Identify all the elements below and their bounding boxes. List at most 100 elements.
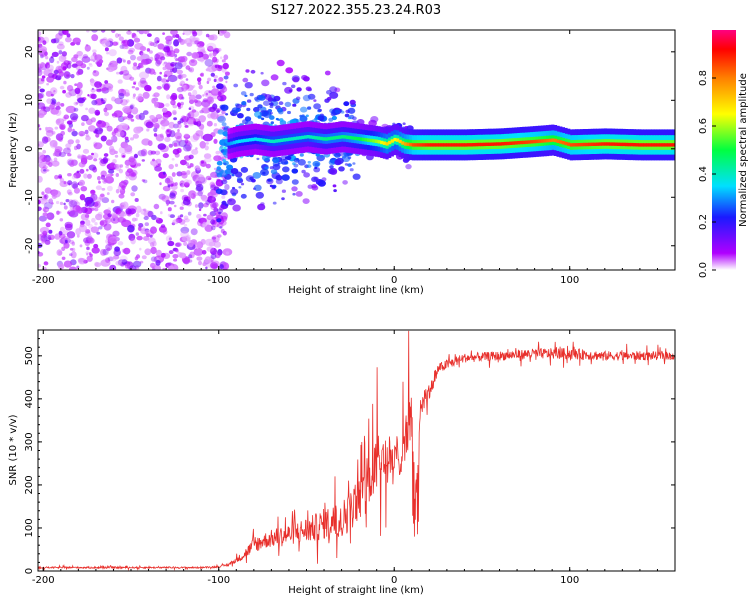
heatmap-transition-blob bbox=[347, 163, 352, 167]
heatmap-noise-blob bbox=[197, 45, 205, 53]
heatmap-noise-blob bbox=[118, 36, 124, 41]
heatmap-noise-blob bbox=[169, 200, 175, 205]
heatmap-noise-blob bbox=[207, 45, 214, 52]
heatmap-ridge-cell bbox=[614, 142, 618, 146]
heatmap-noise-blob bbox=[63, 114, 70, 120]
heatmap-noise-blob bbox=[195, 94, 202, 100]
heatmap-noise-blob bbox=[40, 54, 44, 59]
heatmap-noise-blob bbox=[43, 234, 52, 242]
heatmap-noise-blob bbox=[90, 88, 96, 93]
heatmap-noise-blob bbox=[78, 161, 86, 168]
heatmap-noise-blob bbox=[107, 185, 113, 192]
snr-y-tick-label: 500 bbox=[24, 346, 35, 365]
heatmap-noise-blob bbox=[154, 265, 161, 270]
heatmap-noise-blob bbox=[180, 230, 189, 238]
heatmap-noise-blob bbox=[52, 152, 57, 157]
heatmap-noise-blob bbox=[88, 125, 96, 132]
heatmap-noise-blob bbox=[62, 30, 69, 35]
heatmap-noise-blob bbox=[163, 46, 171, 53]
heatmap-noise-blob bbox=[163, 74, 168, 78]
heatmap-noise-blob bbox=[104, 111, 110, 117]
heatmap-noise-blob bbox=[157, 143, 166, 150]
colorbar-label: Normalized spectral amplitude bbox=[738, 73, 749, 227]
heatmap-ridge-cell bbox=[498, 142, 502, 146]
heatmap-noise-blob bbox=[40, 61, 45, 68]
heatmap-noise-blob bbox=[38, 93, 44, 100]
heatmap-noise-blob bbox=[122, 59, 126, 63]
heatmap-transition-blob bbox=[230, 188, 239, 195]
heatmap-transition-blob bbox=[333, 189, 337, 193]
heatmap-noise-blob bbox=[172, 148, 180, 155]
heatmap-noise-blob bbox=[46, 212, 55, 220]
heatmap-ridge-cell bbox=[280, 138, 284, 142]
heatmap-noise-blob bbox=[133, 153, 138, 159]
heatmap-noise-blob bbox=[168, 143, 173, 148]
heatmap-noise-blob bbox=[146, 128, 150, 132]
heatmap-transition-blob bbox=[340, 110, 345, 114]
heatmap-transition-blob bbox=[347, 116, 352, 120]
snr-y-tick-label: 0 bbox=[24, 568, 35, 574]
heatmap-noise-blob bbox=[168, 262, 172, 266]
heatmap-noise-blob bbox=[107, 207, 111, 211]
heatmap-ridge-cell bbox=[406, 142, 410, 146]
heatmap-noise-blob bbox=[42, 266, 47, 270]
heatmap-noise-blob bbox=[180, 188, 185, 193]
heatmap-noise-blob bbox=[148, 237, 156, 245]
heatmap-noise-blob bbox=[93, 70, 97, 73]
heatmap-transition-blob bbox=[258, 95, 266, 101]
heatmap-noise-blob bbox=[42, 212, 48, 216]
heatmap-transition-blob bbox=[260, 168, 269, 176]
heatmap-transition-blob bbox=[256, 157, 260, 161]
heatmap-noise-blob bbox=[86, 246, 90, 251]
heatmap-ridge-cell bbox=[235, 140, 239, 144]
heatmap-noise-blob bbox=[94, 81, 102, 88]
heatmap-noise-blob bbox=[117, 210, 126, 218]
heatmap-noise-blob bbox=[86, 66, 90, 70]
heatmap-noise-blob bbox=[180, 171, 187, 176]
heatmap-ridge-cell bbox=[401, 141, 405, 145]
heatmap-transition-blob bbox=[269, 111, 273, 115]
heatmap-ridge-cell bbox=[409, 142, 413, 147]
heatmap-x-tick-label: 0 bbox=[391, 275, 397, 286]
heatmap-ridge-cell bbox=[245, 138, 250, 142]
heatmap-noise-blob bbox=[216, 109, 220, 114]
heatmap-ridge-cell bbox=[288, 137, 292, 141]
heatmap-noise-blob bbox=[218, 77, 224, 82]
heatmap-transition-blob bbox=[291, 168, 299, 174]
heatmap-ridge-cell bbox=[553, 138, 558, 143]
heatmap-noise-blob bbox=[170, 183, 174, 187]
heatmap-noise-blob bbox=[184, 133, 190, 138]
heatmap-noise-blob bbox=[210, 201, 219, 209]
heatmap-noise-blob bbox=[198, 176, 207, 185]
heatmap-noise-blob bbox=[160, 224, 166, 228]
heatmap-transition-blob bbox=[240, 91, 247, 96]
heatmap-noise-blob bbox=[106, 247, 111, 252]
heatmap-noise-blob bbox=[178, 93, 184, 100]
heatmap-noise-blob bbox=[96, 231, 101, 235]
heatmap-noise-blob bbox=[109, 264, 117, 270]
heatmap-transition-blob bbox=[240, 166, 249, 173]
heatmap-noise-blob bbox=[51, 51, 59, 58]
heatmap-ridge-cell bbox=[274, 139, 279, 143]
heatmap-noise-blob bbox=[182, 32, 185, 35]
heatmap-noise-blob bbox=[111, 199, 115, 204]
heatmap-noise-blob bbox=[103, 223, 112, 231]
heatmap-ridge-cell bbox=[640, 143, 644, 147]
heatmap-noise-blob bbox=[124, 136, 129, 140]
heatmap-transition-blob bbox=[293, 157, 300, 163]
heatmap-noise-blob bbox=[176, 144, 181, 148]
heatmap-noise-blob bbox=[50, 38, 57, 44]
heatmap-noise-blob bbox=[44, 51, 48, 56]
heatmap-ridge-cell bbox=[290, 137, 294, 141]
heatmap-noise-blob bbox=[183, 223, 188, 227]
heatmap-noise-blob bbox=[135, 212, 140, 218]
heatmap-noise-blob bbox=[160, 211, 163, 215]
heatmap-noise-blob bbox=[188, 190, 197, 198]
heatmap-noise-blob bbox=[188, 107, 192, 110]
heatmap-noise-blob bbox=[159, 182, 162, 186]
heatmap-noise-blob bbox=[38, 68, 42, 73]
heatmap-noise-blob bbox=[144, 84, 152, 92]
heatmap-transition-blob bbox=[332, 184, 337, 188]
heatmap-transition-blob bbox=[299, 153, 304, 157]
heatmap-ridge-cell bbox=[619, 142, 623, 147]
